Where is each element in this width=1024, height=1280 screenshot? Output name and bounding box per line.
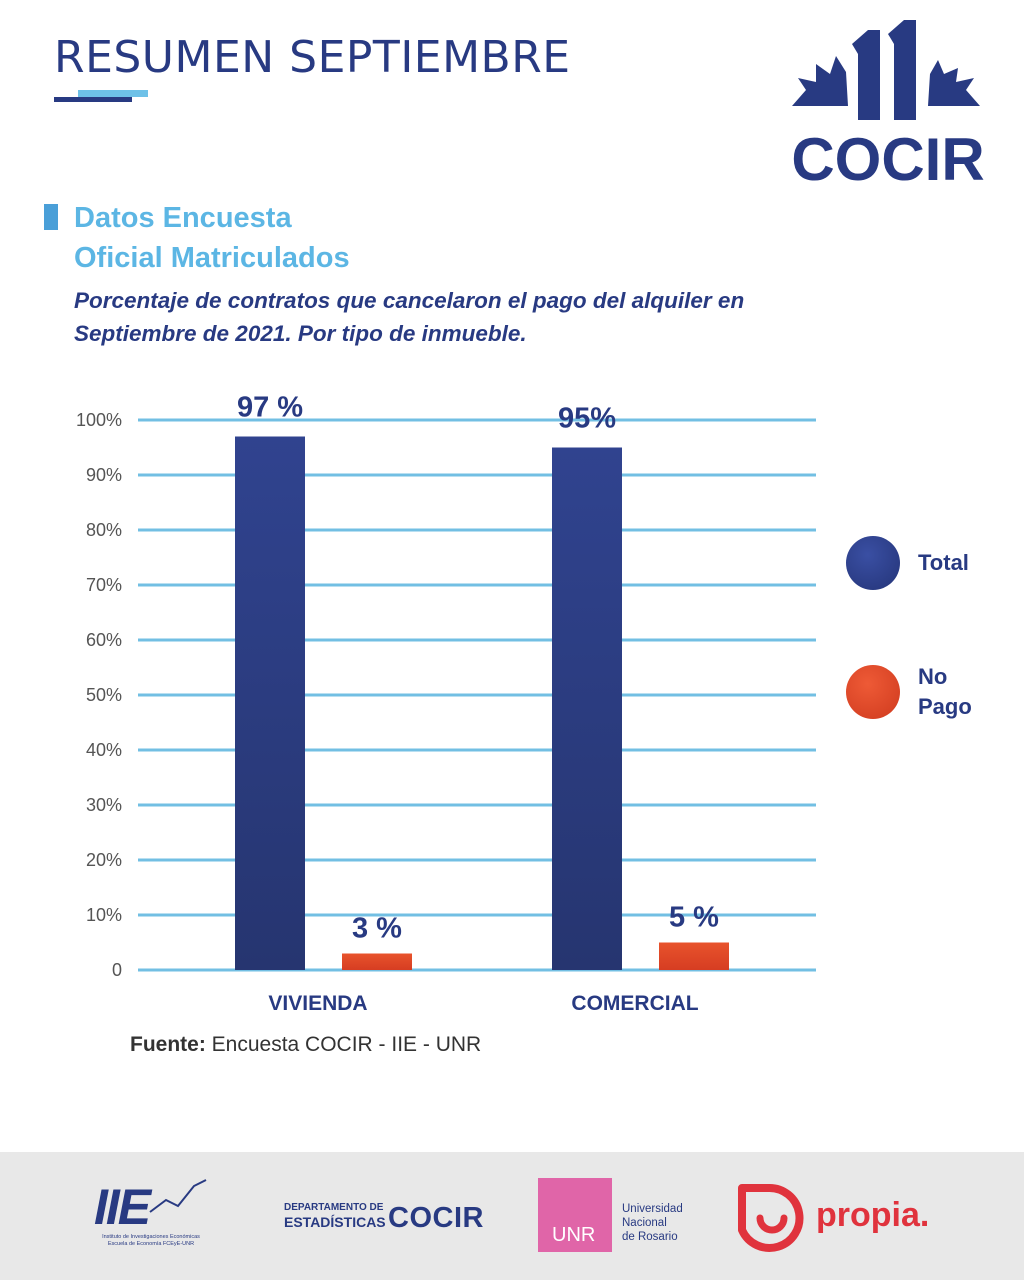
unr-logo-box: UNR <box>538 1178 612 1252</box>
cocir-logo-spikes-left <box>792 56 848 106</box>
unr-logo: UNR Universidad Nacional de Rosario <box>538 1178 708 1254</box>
data-label-no-pago-comercial: 5 % <box>669 902 719 934</box>
legend-swatch-total <box>846 536 900 590</box>
y-tick-label: 20% <box>86 850 122 870</box>
legend-label-total-text: Total <box>918 550 969 575</box>
y-tick-label: 70% <box>86 575 122 595</box>
dept-logo-brand: COCIR <box>388 1202 484 1234</box>
iie-logo: IIE Instituto de Investigaciones Económi… <box>90 1172 210 1262</box>
legend-label-no-pago-line2: Pago <box>918 694 972 719</box>
y-tick-label: 0 <box>112 960 122 980</box>
y-tick-label: 10% <box>86 905 122 925</box>
legend-item-no-pago: No Pago <box>846 662 972 722</box>
cocir-logo: COCIR <box>791 20 985 188</box>
cocir-logo-spikes-right <box>928 60 980 106</box>
y-tick-label: 60% <box>86 630 122 650</box>
section-title: Datos Encuesta Oficial Matriculados <box>74 198 494 278</box>
source-note: Fuente: Encuesta COCIR - IIE - UNR <box>130 1033 481 1057</box>
y-tick-label: 100% <box>76 410 122 430</box>
legend-label-total: Total <box>918 548 969 578</box>
y-tick-label: 90% <box>86 465 122 485</box>
iie-caption-line2: Escuela de Economía FCEyE-UNR <box>107 1241 195 1247</box>
legend-label-no-pago-line1: No <box>918 664 948 689</box>
chart-subtitle: Porcentaje de contratos que cancelaron e… <box>74 288 745 346</box>
data-label-total-comercial: 95% <box>558 403 616 435</box>
x-category-label: VIVIENDA <box>268 992 367 1015</box>
bar-no-pago-comercial <box>659 942 729 970</box>
iie-logo-chart-icon <box>149 1179 207 1213</box>
section-marker <box>44 204 58 230</box>
propia-logo-text: propia. <box>816 1196 930 1234</box>
bar-total-vivienda <box>235 436 305 970</box>
unr-logo-abbr: UNR <box>552 1224 596 1246</box>
iie-logo-caption: Instituto de Investigaciones Económicas … <box>92 1234 210 1248</box>
cocir-logo-text: COCIR <box>791 126 984 188</box>
x-category-label: COMERCIAL <box>571 992 698 1015</box>
unr-name-line3: de Rosario <box>622 1231 678 1243</box>
source-label: Fuente: <box>130 1033 206 1056</box>
unr-name-line2: Nacional <box>622 1217 667 1229</box>
dept-logo-line2: ESTADÍSTICAS <box>284 1214 386 1230</box>
y-tick-label: 50% <box>86 685 122 705</box>
iie-caption-line1: Instituto de Investigaciones Económicas <box>102 1234 200 1240</box>
legend-swatch-no-pago <box>846 665 900 719</box>
unr-logo-name: Universidad Nacional de Rosario <box>622 1202 683 1244</box>
legend-item-total: Total <box>846 536 969 590</box>
propia-logo-mark <box>738 1183 804 1252</box>
iie-logo-mark: IIE <box>94 1179 151 1235</box>
cocir-logo-numeral-one-b <box>888 20 916 120</box>
legend-label-no-pago: No Pago <box>918 662 972 722</box>
dept-estadisticas-logo: DEPARTAMENTO DE ESTADÍSTICAS COCIR <box>284 1202 484 1242</box>
y-tick-label: 30% <box>86 795 122 815</box>
title-underline-accent <box>78 90 148 97</box>
y-tick-label: 80% <box>86 520 122 540</box>
page-title: RESUMEN SEPTIEMBRE <box>54 32 571 83</box>
bar-no-pago-vivienda <box>342 953 412 970</box>
footer: IIE Instituto de Investigaciones Económi… <box>0 1152 1024 1280</box>
section-title-line1: Datos Encuesta <box>74 202 292 234</box>
bar-chart: 0 10% 20% 30% 40% 50% 60% 70% 80% 90% 100% 97 % 3 % V… <box>76 392 816 1015</box>
y-tick-label: 40% <box>86 740 122 760</box>
section-title-line2: Oficial Matriculados <box>74 242 350 274</box>
cocir-logo-numeral-one-a <box>852 30 880 120</box>
data-label-total-vivienda: 97 % <box>237 392 303 424</box>
unr-name-line1: Universidad <box>622 1203 683 1215</box>
bar-total-comercial <box>552 447 622 970</box>
propia-logo: propia. <box>734 1180 974 1256</box>
title-underline <box>54 97 132 102</box>
dept-logo-line1: DEPARTAMENTO DE <box>284 1202 384 1213</box>
chart-legend: Total No Pago <box>846 536 1016 736</box>
data-label-no-pago-vivienda: 3 % <box>352 913 402 945</box>
source-text: Encuesta COCIR - IIE - UNR <box>205 1033 482 1056</box>
